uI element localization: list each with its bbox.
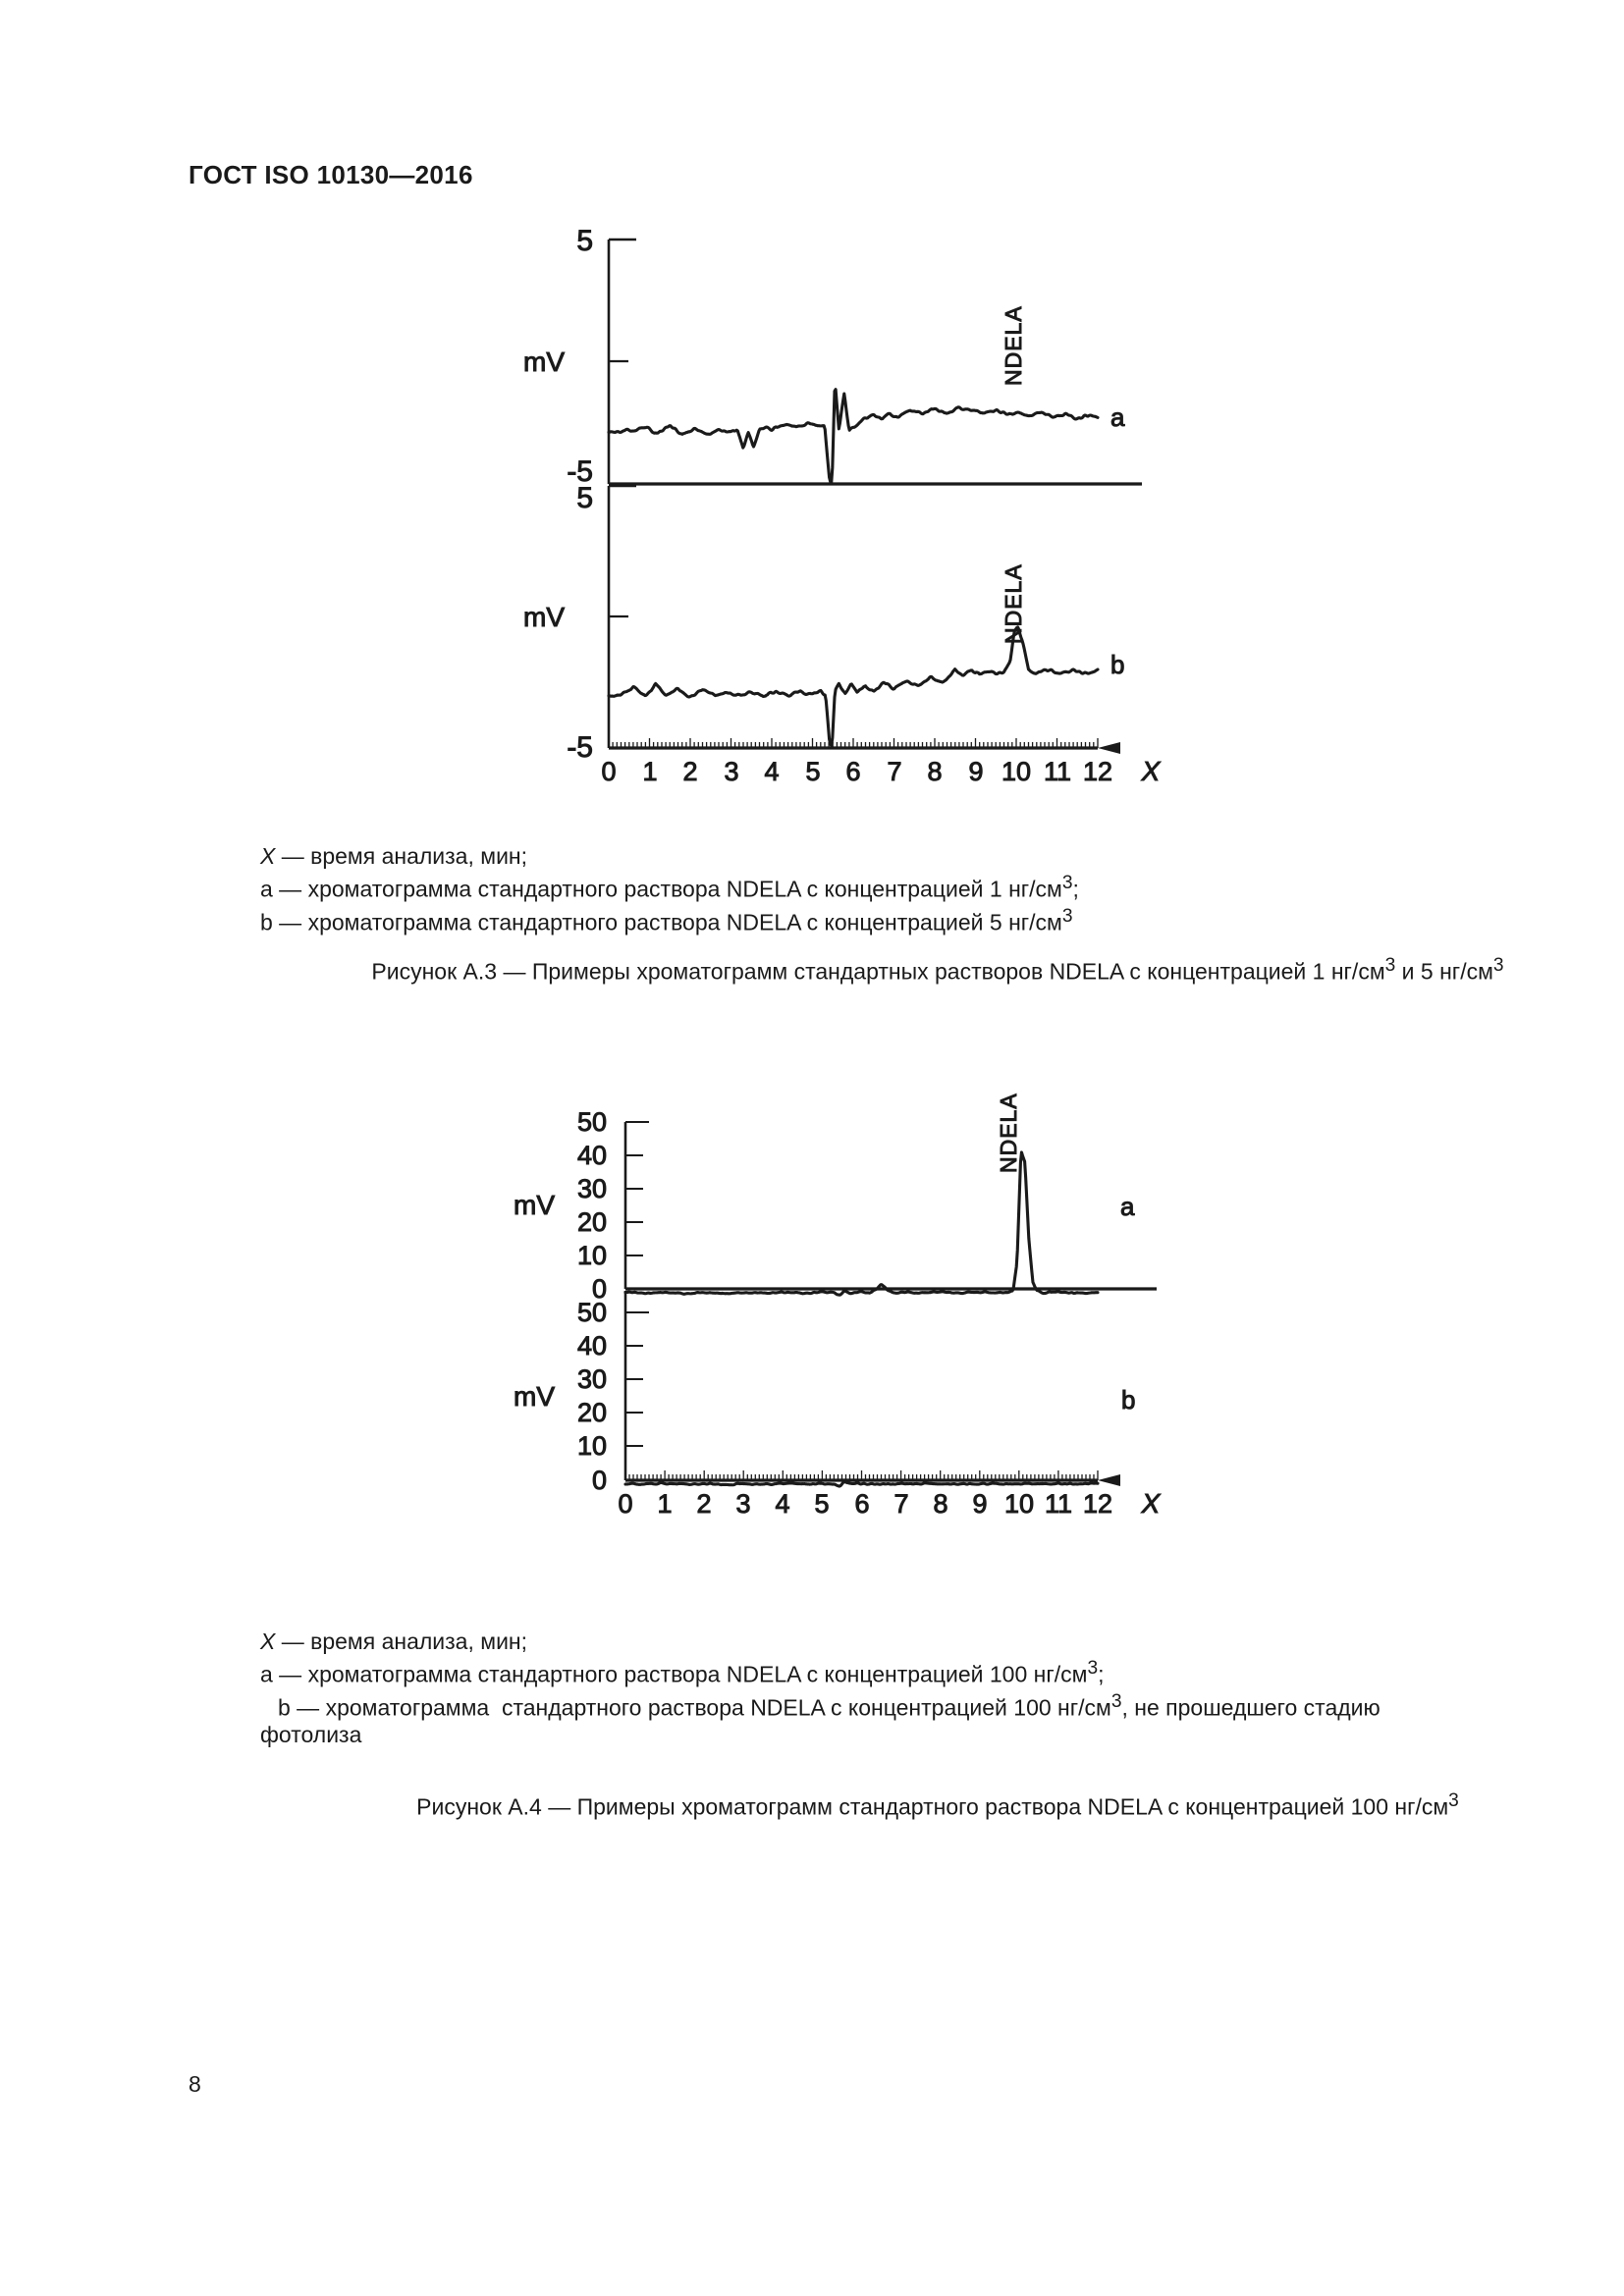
svg-text:mV: mV [514,1190,555,1220]
svg-text:1: 1 [657,1489,672,1519]
svg-text:10: 10 [577,1431,607,1461]
svg-text:50: 50 [577,1298,607,1327]
svg-text:8: 8 [933,1489,947,1519]
svg-text:20: 20 [577,1398,607,1427]
svg-text:mV: mV [514,1381,555,1412]
svg-text:b: b [1121,1385,1135,1415]
svg-text:2: 2 [696,1489,711,1519]
svg-text:40: 40 [577,1141,607,1170]
svg-text:0: 0 [592,1466,607,1495]
svg-text:a: a [1120,1192,1135,1221]
svg-text:5: 5 [814,1489,829,1519]
svg-text:12: 12 [1083,1489,1112,1519]
svg-text:10: 10 [1004,1489,1034,1519]
svg-text:7: 7 [893,1489,908,1519]
svg-text:X: X [1141,1488,1162,1519]
svg-text:3: 3 [735,1489,750,1519]
svg-text:11: 11 [1045,1489,1072,1519]
svg-text:10: 10 [577,1241,607,1270]
svg-text:30: 30 [577,1364,607,1394]
svg-text:4: 4 [775,1489,789,1519]
svg-text:6: 6 [854,1489,869,1519]
svg-text:40: 40 [577,1331,607,1361]
svg-text:9: 9 [972,1489,987,1519]
svg-text:50: 50 [577,1107,607,1137]
svg-text:0: 0 [618,1489,632,1519]
svg-text:NDELA: NDELA [996,1093,1021,1173]
svg-text:20: 20 [577,1207,607,1237]
svg-text:30: 30 [577,1174,607,1203]
